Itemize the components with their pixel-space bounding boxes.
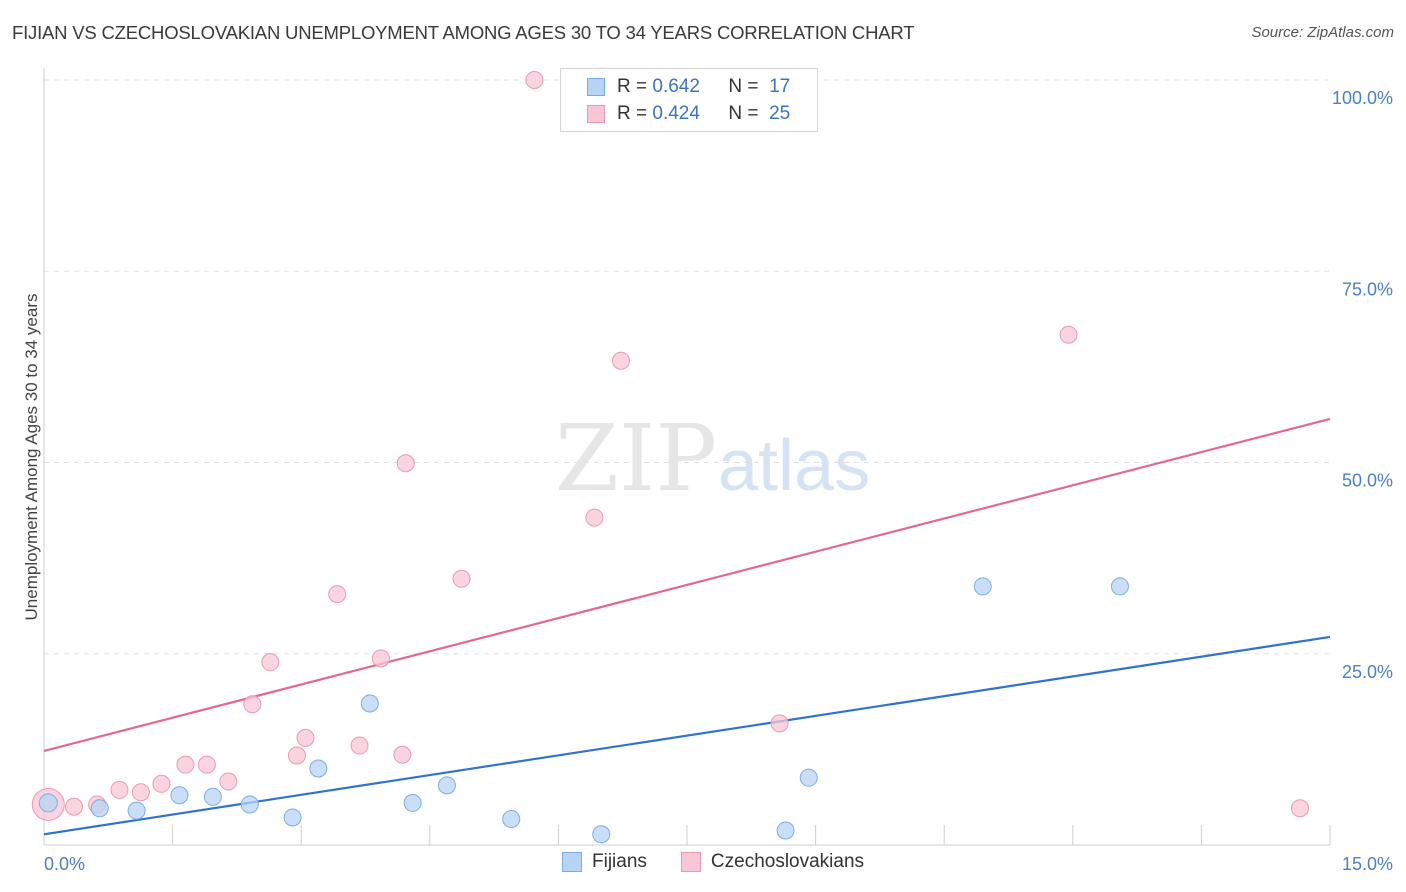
series-legend: Fijians Czechoslovakians: [562, 851, 898, 873]
watermark-atlas: atlas: [718, 426, 870, 506]
legend-row-czechoslovakians: R = 0.424 N = 25: [587, 101, 790, 127]
czechoslovakians-point: [176, 755, 195, 774]
czechoslovakians-point: [770, 714, 789, 733]
fijians-point: [592, 825, 611, 844]
fijians-point: [799, 768, 818, 787]
czechoslovakians-point: [131, 783, 150, 802]
tick-label-layer: 25.0% 50.0% 75.0% 100.0% 0.0% 15.0%: [44, 88, 1393, 874]
fijians-point: [437, 776, 456, 795]
czechoslovakians-n-value: 25: [769, 103, 791, 124]
axis-layer: [43, 68, 1331, 846]
czechoslovakians-point: [287, 746, 306, 765]
fijians-point: [973, 577, 992, 596]
fijians-point: [360, 694, 379, 713]
r-label: R =: [617, 103, 648, 124]
legend-item-fijians[interactable]: Fijians: [562, 851, 647, 873]
czechoslovakians-point: [452, 569, 471, 588]
y-axis-label: Unemployment Among Ages 30 to 34 years: [22, 294, 41, 621]
grid-layer: [44, 79, 1334, 655]
fijians-legend-swatch: [562, 852, 582, 872]
fijians-n-value: 17: [769, 76, 791, 97]
watermark: ZIP atlas: [555, 405, 870, 512]
czechoslovakians-point: [110, 780, 129, 799]
fijians-point: [90, 799, 109, 818]
points-layer: [31, 71, 1309, 844]
correlation-legend: R = 0.642 N = 17 R = 0.424 N = 25: [560, 68, 818, 132]
czechoslovakians-point: [65, 797, 84, 816]
x-tick-label: 15.0%: [1342, 854, 1393, 874]
czechoslovakians-point: [350, 736, 369, 755]
czechoslovakians-point: [243, 695, 262, 714]
source-label: Source: ZipAtlas.com: [1251, 24, 1394, 41]
czechoslovakians-trend-line: [43, 417, 1331, 752]
fijians-r-value: 0.642: [652, 76, 700, 97]
czechoslovakians-legend-label: Czechoslovakians: [710, 851, 865, 872]
fijians-legend-label: Fijians: [592, 851, 647, 872]
czechoslovakians-legend-swatch: [680, 852, 701, 872]
czechoslovakians-point: [197, 755, 216, 774]
czechoslovakians-point: [152, 774, 171, 793]
czechoslovakians-point: [396, 454, 415, 473]
x-tick-label: 0.0%: [44, 854, 85, 874]
fijians-point: [203, 787, 222, 806]
y-tick-label: 75.0%: [1342, 279, 1393, 299]
r-label: R =: [617, 76, 648, 97]
fijians-point: [1110, 577, 1129, 596]
fijians-point: [170, 786, 189, 805]
watermark-zip: ZIP: [555, 405, 717, 512]
czechoslovakians-point: [219, 772, 238, 791]
chart-title: FIJIAN VS CZECHOSLOVAKIAN UNEMPLOYMENT A…: [12, 22, 915, 43]
y-tick-label: 25.0%: [1342, 662, 1393, 682]
fijians-swatch: [587, 78, 605, 96]
legend-item-czechoslovakians[interactable]: Czechoslovakians: [680, 851, 865, 873]
czechoslovakians-r-value: 0.424: [652, 103, 700, 124]
fijians-point: [776, 821, 795, 840]
czechoslovakians-point: [585, 508, 604, 527]
trend-layer: [43, 417, 1331, 836]
czechoslovakians-point: [1290, 799, 1309, 818]
czechoslovakians-point: [371, 649, 390, 668]
n-label: N =: [728, 76, 759, 97]
czechoslovakians-point: [611, 351, 630, 370]
czechoslovakians-point: [296, 728, 315, 747]
czechoslovakians-point: [1059, 325, 1078, 344]
fijians-point: [309, 759, 328, 778]
czechoslovakians-point: [328, 585, 347, 604]
fijians-trend-line: [43, 635, 1331, 836]
fijians-point: [403, 793, 422, 812]
czechoslovakians-point: [261, 653, 280, 672]
fijians-point: [240, 795, 259, 814]
fijians-point: [283, 808, 302, 827]
fijians-point: [127, 801, 146, 820]
n-label: N =: [728, 103, 759, 124]
czechoslovakians-point: [393, 745, 412, 764]
y-tick-label: 50.0%: [1342, 471, 1393, 491]
fijians-point: [502, 809, 521, 828]
fijians-point: [38, 793, 58, 813]
czechoslovakians-point: [525, 71, 544, 89]
legend-row-fijians: R = 0.642 N = 17: [587, 74, 790, 100]
y-tick-label: 100.0%: [1332, 88, 1393, 108]
czechoslovakians-swatch: [587, 105, 605, 123]
